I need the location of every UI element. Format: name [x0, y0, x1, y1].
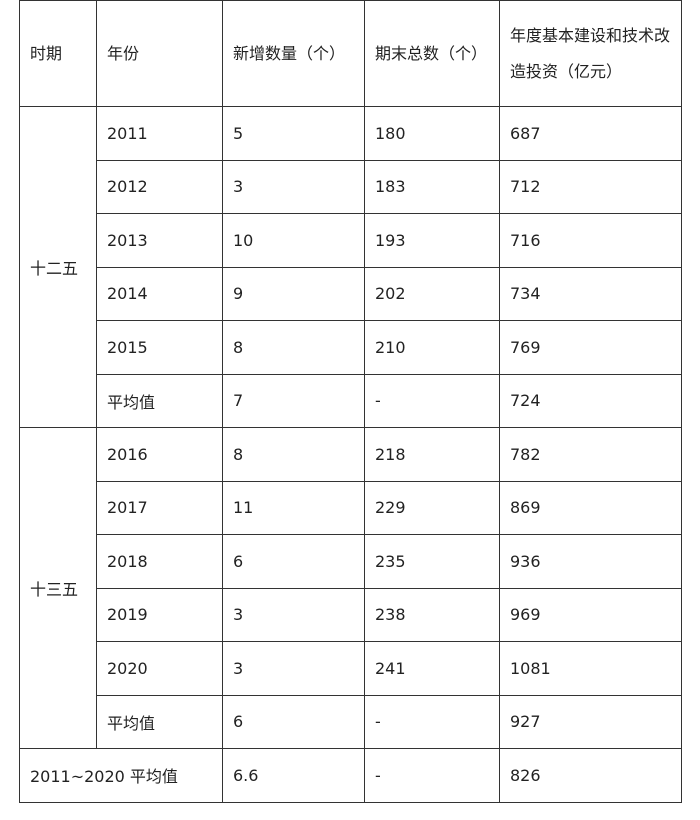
- data-cell: 9: [222, 266, 365, 321]
- data-cell: 936: [499, 534, 682, 589]
- data-cell: 238: [364, 587, 500, 642]
- data-cell: 782: [499, 427, 682, 482]
- header-cell: 时期: [19, 0, 97, 107]
- data-cell: 11: [222, 480, 365, 535]
- data-cell: -: [364, 373, 500, 428]
- data-cell: 969: [499, 587, 682, 642]
- data-row: 2019 3 238 969: [20, 587, 682, 642]
- data-row: 2018 6 235 936: [20, 534, 682, 589]
- data-cell: 241: [364, 641, 500, 696]
- footer-cell: 2011~2020 平均值: [19, 748, 223, 803]
- footer-cell: 826: [499, 748, 682, 803]
- data-row: 十三五 2016 8 218 782: [19, 427, 682, 749]
- data-cell: 7: [222, 373, 365, 428]
- data-row: 2020 3 241 1081: [20, 641, 682, 696]
- data-cell: 183: [364, 159, 500, 214]
- data-cell: 1081: [499, 641, 682, 696]
- data-row: 2013 10 193 716: [20, 213, 682, 268]
- data-cell: 218: [364, 427, 500, 482]
- data-cell: 229: [364, 480, 500, 535]
- data-cell: 8: [222, 320, 365, 375]
- data-cell: 5: [222, 106, 365, 161]
- data-cell: 869: [499, 480, 682, 535]
- data-cell: -: [364, 694, 500, 749]
- data-cell: 3: [222, 159, 365, 214]
- header-cell: 年份: [96, 0, 223, 107]
- data-row: 2017 11 229 869: [20, 480, 682, 535]
- data-cell: 193: [364, 213, 500, 268]
- data-cell: 2014: [96, 266, 223, 321]
- data-cell: 2018: [96, 534, 223, 589]
- period-cell: 十二五: [19, 106, 97, 428]
- data-cell: 712: [499, 159, 682, 214]
- period-cell: 十三五: [19, 427, 97, 749]
- data-cell: 769: [499, 320, 682, 375]
- data-cell: 2015: [96, 320, 223, 375]
- data-cell: 2020: [96, 641, 223, 696]
- data-cell: 716: [499, 213, 682, 268]
- data-row: 2012 3 183 712: [20, 159, 682, 214]
- header-cell: 年度基本建设和技术改造投资（亿元）: [499, 0, 682, 107]
- data-cell: 210: [364, 320, 500, 375]
- data-cell: 2013: [96, 213, 223, 268]
- data-table: 时期 年份 新增数量（个） 期末总数（个） 年度基本建设和技术改造投资（亿元） 十二五 2…: [19, 0, 682, 803]
- data-cell: 10: [222, 213, 365, 268]
- data-row: 十二五 2011 5 180 687: [19, 106, 682, 428]
- footer-cell: 6.6: [222, 748, 365, 803]
- data-cell: 734: [499, 266, 682, 321]
- table-body: 十二五 2011 5 180 687 2012 3 183 712 2013 10 193 716 201…: [19, 106, 682, 803]
- data-cell: 8: [222, 427, 365, 482]
- data-cell: 180: [364, 106, 500, 161]
- data-cell: 平均值: [96, 373, 223, 428]
- data-row: 2015 8 210 769: [20, 320, 682, 375]
- header-row: 时期 年份 新增数量（个） 期末总数（个） 年度基本建设和技术改造投资（亿元）: [19, 0, 682, 107]
- header-cell: 期末总数（个）: [364, 0, 500, 107]
- footer-row: 2011~2020 平均值 6.6-826: [19, 748, 682, 803]
- data-cell: 687: [499, 106, 682, 161]
- data-cell: 6: [222, 534, 365, 589]
- data-cell: 3: [222, 587, 365, 642]
- data-cell: 3: [222, 641, 365, 696]
- data-row: 平均值 6-927: [20, 694, 682, 749]
- data-cell: 2012: [96, 159, 223, 214]
- data-row: 2014 9 202 734: [20, 266, 682, 321]
- data-cell: 2016: [96, 427, 223, 482]
- data-cell: 724: [499, 373, 682, 428]
- data-cell: 202: [364, 266, 500, 321]
- data-cell: 2017: [96, 480, 223, 535]
- header-cell: 新增数量（个）: [222, 0, 365, 107]
- data-row: 平均值 7-724: [20, 373, 682, 428]
- data-cell: 927: [499, 694, 682, 749]
- footer-cell: -: [364, 748, 500, 803]
- data-cell: 2011: [96, 106, 223, 161]
- data-cell: 2019: [96, 587, 223, 642]
- data-cell: 6: [222, 694, 365, 749]
- data-cell: 平均值: [96, 694, 223, 749]
- data-cell: 235: [364, 534, 500, 589]
